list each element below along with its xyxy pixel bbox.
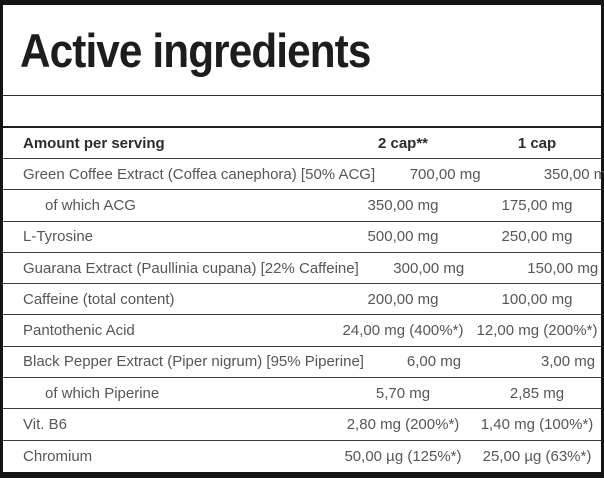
two-cap-value-cell: 700,00 mg [409,165,481,183]
table-row: of which ACG 350,00 mg 175,00 mg [3,190,601,222]
two-cap-value-cell: 2,80 mg (200%*) [346,416,460,434]
column-header-1-cap: 1 cap [517,134,557,152]
table-row: Black Pepper Extract (Piper nigrum) [95%… [3,347,601,379]
page-title: Active ingredients [20,23,371,77]
two-cap-value-cell: 500,00 mg [367,228,439,246]
two-cap-value-cell: 300,00 mg [393,259,465,277]
ingredient-name-cell: of which ACG [45,196,136,214]
table-row: Green Coffee Extract (Coffea canephora) … [3,159,604,191]
one-cap-value-cell: 1,40 mg (100%*) [480,416,594,434]
two-cap-value-cell: 24,00 mg (400%*) [342,322,464,340]
table-row: Vit. B6 2,80 mg (200%*) 1,40 mg (100%*) [3,409,601,441]
table-row: Caffeine (total content) 200,00 mg 100,0… [3,284,601,316]
table-row: Guarana Extract (Paullinia cupana) [22% … [3,253,601,285]
table-header-row: Amount per serving 2 cap** 1 cap [3,128,601,159]
two-cap-value-cell: 50,00 µg (125%*) [344,447,462,465]
title-section: Active ingredients [3,5,601,96]
one-cap-value-cell: 175,00 mg [501,196,573,214]
one-cap-value-cell: 250,00 mg [501,228,573,246]
two-cap-value-cell: 6,00 mg [406,353,462,371]
ingredient-name-cell: of which Piperine [45,384,160,402]
one-cap-value-cell: 25,00 µg (63%*) [482,447,592,465]
two-cap-value-cell: 200,00 mg [367,290,439,308]
ingredient-name-cell: L-Tyrosine [23,228,94,246]
table-row: Chromium 50,00 µg (125%*) 25,00 µg (63%*… [3,441,601,472]
one-cap-value-cell: 100,00 mg [501,290,573,308]
one-cap-value-cell: 2,85 mg [509,384,565,402]
one-cap-value-cell: 3,00 mg [540,353,596,371]
two-cap-value-cell: 5,70 mg [375,384,431,402]
column-header-2-cap: 2 cap** [377,134,429,152]
table-row: Pantothenic Acid 24,00 mg (400%*) 12,00 … [3,315,601,347]
two-cap-value-cell: 350,00 mg [367,196,439,214]
ingredient-name-cell: Vit. B6 [23,416,67,434]
ingredients-table: Amount per serving 2 cap** 1 cap Green C… [3,128,604,472]
ingredient-name-cell: Green Coffee Extract (Coffea canephora) … [23,165,376,183]
column-header-amount-per-serving: Amount per serving [23,134,165,152]
one-cap-value-cell: 150,00 mg [527,259,599,277]
table-body: Green Coffee Extract (Coffea canephora) … [3,159,604,472]
ingredient-name-cell: Caffeine (total content) [23,290,175,308]
one-cap-value-cell: 350,00 mg [543,165,604,183]
table-row: L-Tyrosine 500,00 mg 250,00 mg [3,222,601,253]
ingredient-name-cell: Guarana Extract (Paullinia cupana) [22% … [23,259,359,277]
table-row: of which Piperine 5,70 mg 2,85 mg [3,378,601,410]
ingredient-name-cell: Black Pepper Extract (Piper nigrum) [95%… [23,353,364,371]
one-cap-value-cell: 12,00 mg (200%*) [476,322,598,340]
ingredient-name-cell: Chromium [23,447,93,465]
title-table-spacer [3,96,601,128]
ingredient-name-cell: Pantothenic Acid [23,322,135,340]
